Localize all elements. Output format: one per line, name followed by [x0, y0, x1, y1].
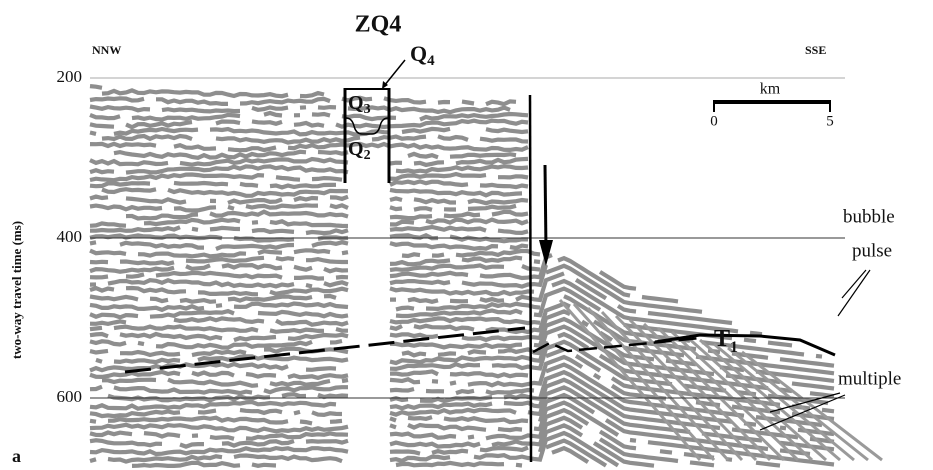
- reflector: [89, 339, 829, 406]
- seismic-section: [89, 77, 883, 468]
- arrow: [759, 394, 846, 431]
- direction-left: NNW: [92, 43, 121, 57]
- arrowhead: [382, 81, 388, 89]
- multiple: [600, 310, 744, 462]
- reflector: [95, 331, 835, 399]
- multiple: [558, 299, 702, 461]
- reflector: [101, 187, 523, 198]
- reflector: [89, 194, 529, 206]
- reflector: [125, 209, 529, 221]
- fault: [528, 94, 533, 463]
- title: ZQ4: [355, 12, 402, 38]
- reflector: [89, 171, 529, 183]
- annotation: multiple: [838, 368, 901, 389]
- multiple: [713, 342, 855, 462]
- reflector: [89, 255, 541, 267]
- reflector: [101, 88, 325, 99]
- reflector: [89, 286, 793, 348]
- y-axis-label: two-way travel time (ms): [9, 221, 24, 359]
- scale-tick: 0: [710, 113, 718, 129]
- horizon: [654, 333, 836, 357]
- arrow: [543, 164, 548, 251]
- reflector: [90, 86, 114, 88]
- y-tick-label: 200: [57, 67, 83, 86]
- unit-label: Q2: [348, 138, 371, 164]
- panel-label: a: [12, 446, 21, 466]
- y-tick-label: 400: [57, 227, 83, 246]
- arrowhead: [539, 240, 553, 266]
- scale-tick: 5: [826, 113, 834, 129]
- arrow: [769, 392, 841, 413]
- multiple: [628, 318, 772, 462]
- direction-right: SSE: [805, 43, 826, 57]
- arrow: [837, 269, 871, 317]
- reflector: [89, 255, 679, 304]
- reflector: [89, 407, 781, 468]
- reflector: [90, 107, 528, 113]
- arrow: [841, 269, 867, 299]
- reflector: [89, 278, 763, 337]
- reflector: [89, 141, 529, 153]
- reflector: [89, 164, 529, 175]
- multiple: [586, 306, 730, 462]
- reflector: [89, 179, 529, 190]
- reflector: [89, 415, 715, 468]
- reflector: [89, 240, 529, 251]
- reflector: [90, 205, 528, 211]
- reflector: [90, 98, 528, 104]
- reflector: [89, 271, 733, 326]
- reflector: [90, 224, 529, 236]
- multiple: [699, 338, 841, 462]
- reflector: [101, 133, 529, 145]
- multiple: [614, 314, 758, 462]
- multiple: [572, 302, 716, 462]
- reflector: [89, 118, 529, 130]
- overlay: ZQ4 NNW SSE a two-way travel time (ms) Q…: [9, 12, 901, 467]
- reflector: [114, 152, 528, 158]
- annotation: bubble: [843, 206, 895, 227]
- reflector: [89, 126, 529, 137]
- reflector: [89, 156, 529, 168]
- scale-unit: km: [760, 81, 781, 98]
- reflector: [551, 445, 590, 464]
- reflector: [89, 217, 529, 229]
- reflector: [89, 400, 835, 467]
- unit-label: Q4: [410, 41, 435, 69]
- reflector: [89, 232, 529, 244]
- horizon-label: T1: [714, 326, 738, 356]
- arrow: [383, 59, 406, 87]
- reflector: [89, 262, 541, 274]
- reflector: [89, 248, 541, 259]
- reflector: [131, 438, 608, 468]
- multiple: [741, 350, 883, 462]
- unit-boundary: [345, 117, 389, 135]
- multiple: [642, 322, 786, 462]
- y-tick-label: 600: [57, 387, 83, 406]
- unit-label: Q3: [348, 92, 371, 118]
- horizon: [124, 326, 526, 374]
- multiple: [656, 326, 800, 462]
- reflector: [89, 110, 529, 122]
- reflector: [89, 377, 835, 444]
- reflector: [89, 294, 823, 359]
- reflector: [89, 423, 655, 468]
- reflector: [89, 309, 835, 376]
- reflector: [89, 430, 620, 468]
- multiple: [670, 330, 814, 462]
- reflector: [89, 263, 703, 314]
- annotation: pulse: [852, 240, 892, 261]
